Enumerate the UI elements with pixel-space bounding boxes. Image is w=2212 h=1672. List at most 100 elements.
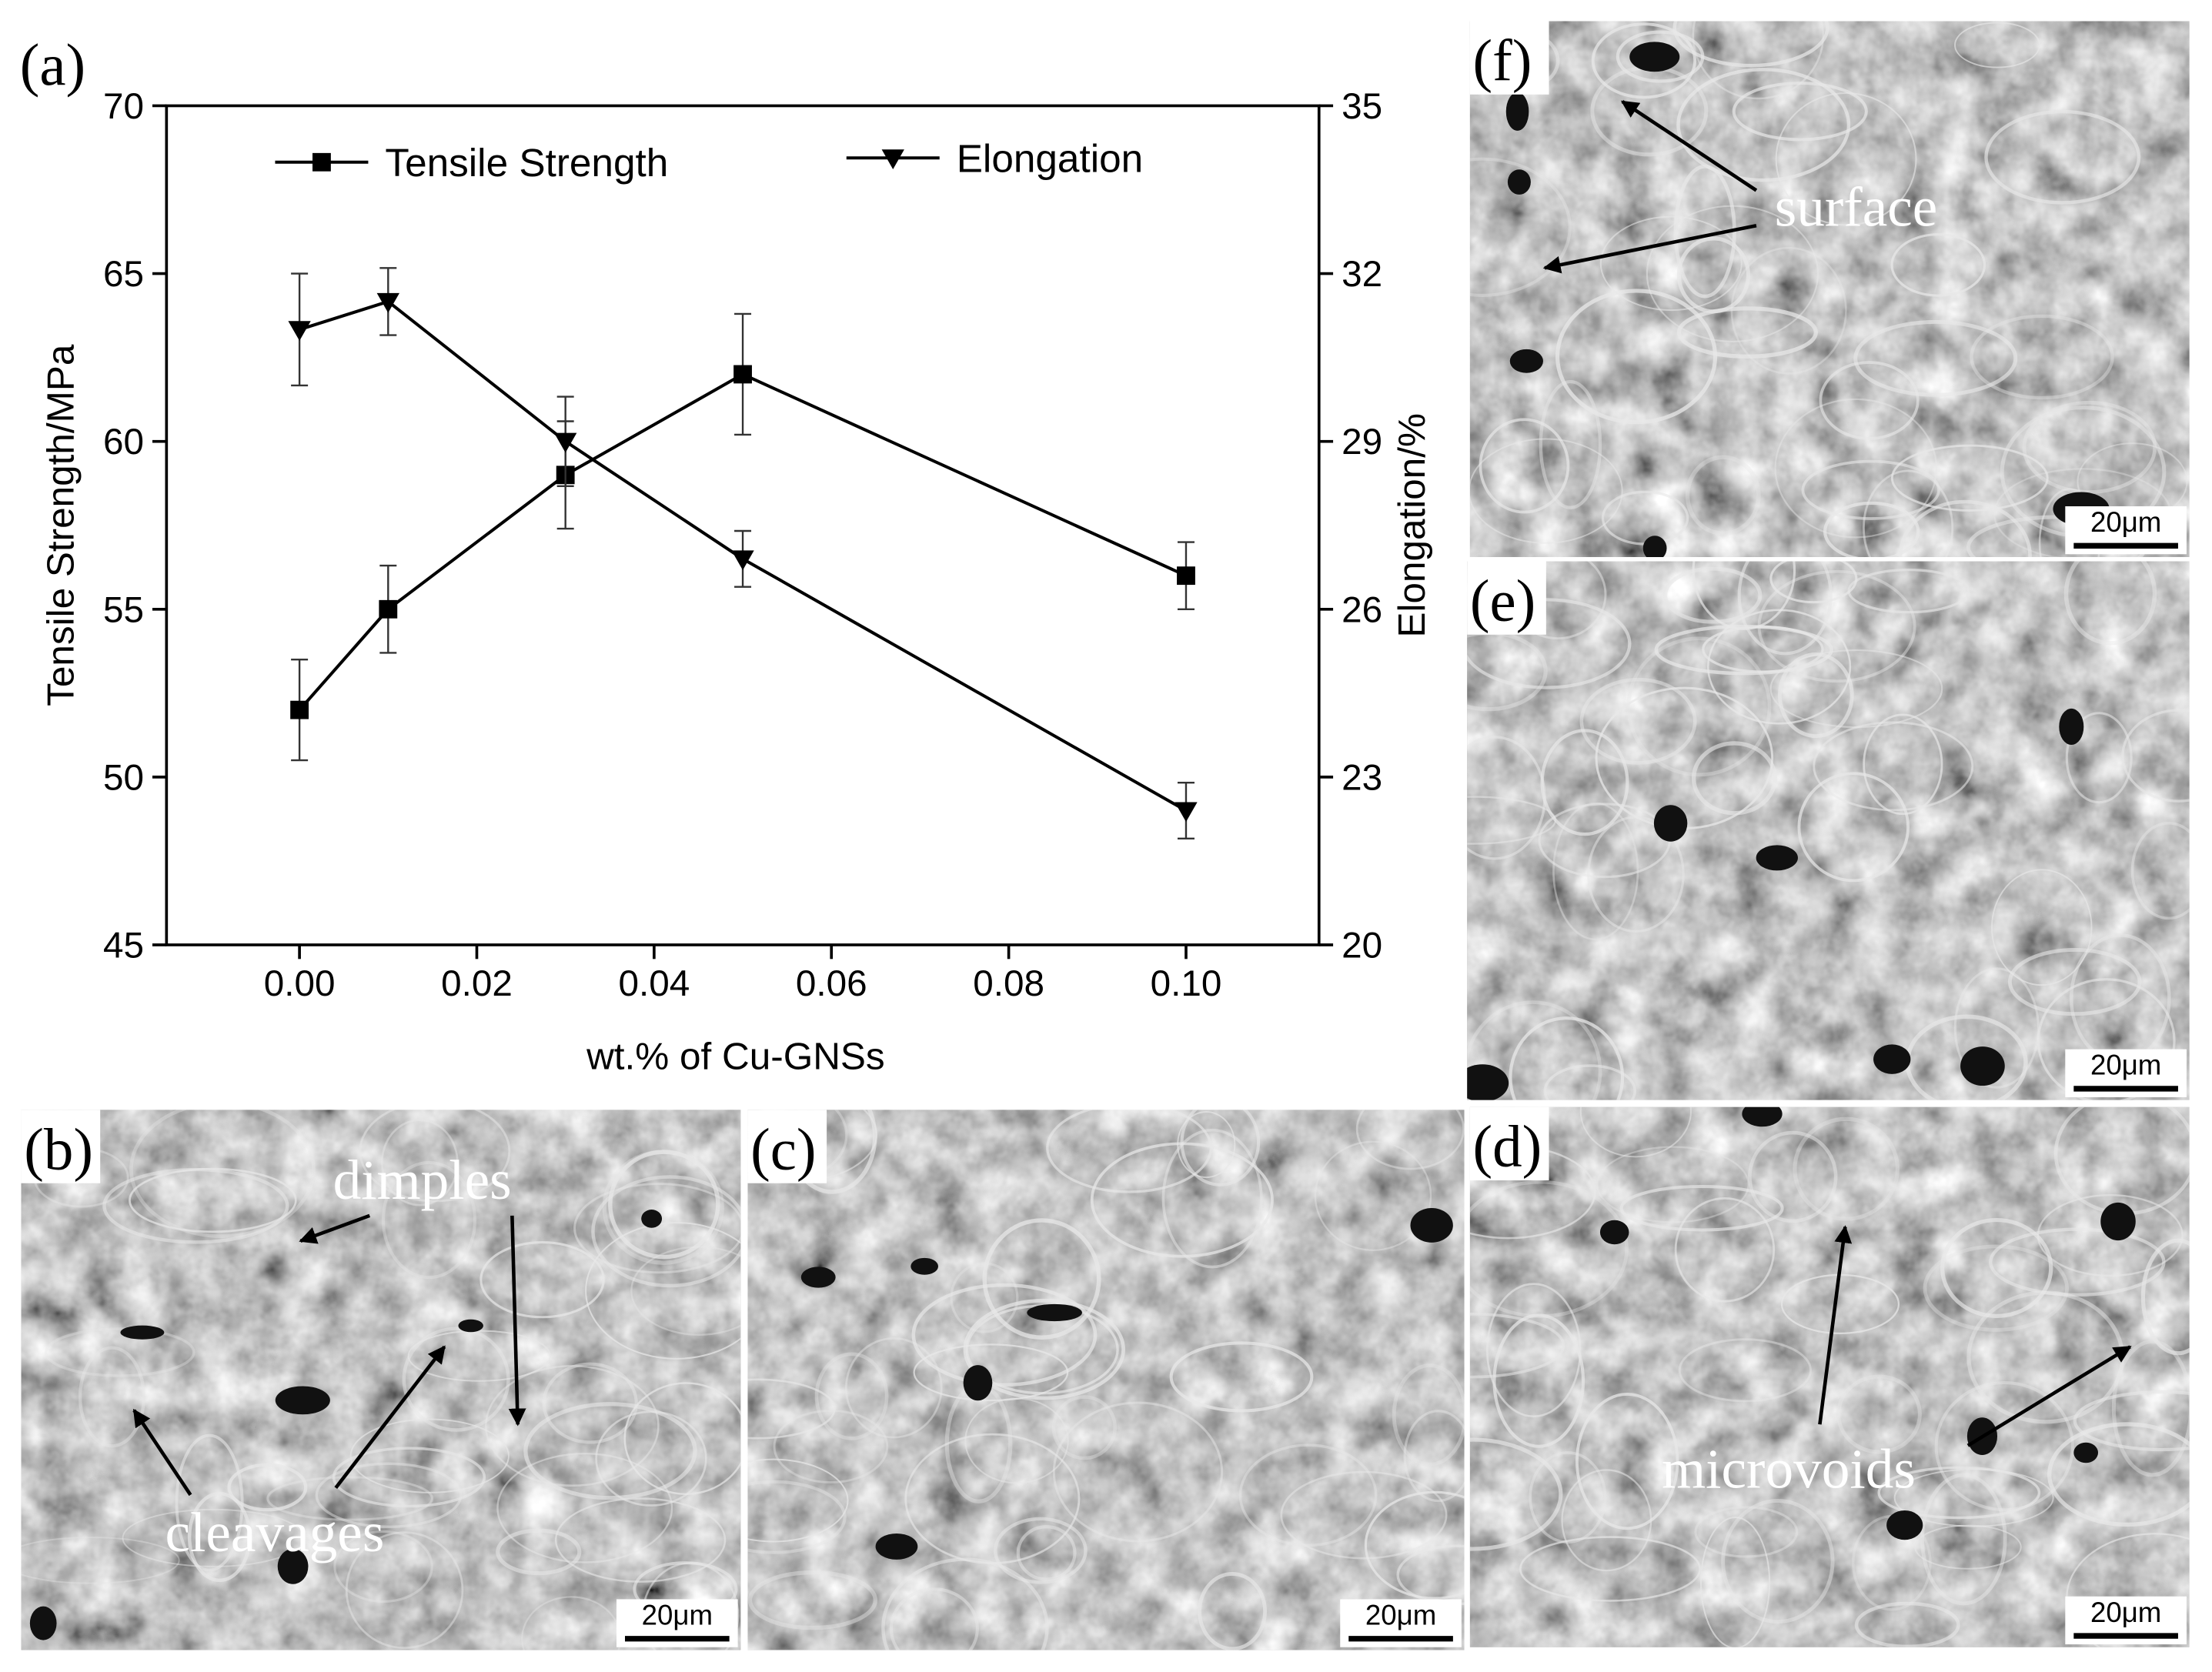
panel-label: (a) <box>20 32 85 98</box>
grain <box>349 1418 510 1493</box>
void <box>277 1548 309 1584</box>
annotation: cleavages <box>165 1501 385 1564</box>
annotation: microvoids <box>1662 1438 1916 1500</box>
void <box>458 1319 483 1333</box>
grain <box>78 1346 145 1448</box>
grain <box>1543 1064 1636 1100</box>
grain <box>1180 1110 1261 1186</box>
grain <box>1364 1490 1465 1600</box>
scale-bar-label: 20μm <box>642 1599 713 1630</box>
grain <box>1847 568 1970 614</box>
label-box <box>1467 561 1546 635</box>
grain <box>1934 1380 2074 1512</box>
grain <box>1774 398 1938 539</box>
grain <box>747 1378 836 1440</box>
grain <box>381 1119 459 1206</box>
grain <box>1198 1572 1267 1650</box>
y-tick-label: 45 <box>103 925 144 966</box>
label-box <box>747 1110 827 1183</box>
marker <box>1177 566 1195 586</box>
x-tick-label: 0.00 <box>264 963 336 1004</box>
grain <box>1654 624 1833 676</box>
grain <box>1706 609 1852 725</box>
grain <box>623 1382 741 1495</box>
grain <box>2111 1340 2190 1477</box>
grain <box>1923 1244 2070 1332</box>
void <box>875 1533 918 1560</box>
grain <box>2121 709 2190 803</box>
grain <box>1700 1517 1771 1647</box>
grain <box>1663 566 1763 624</box>
grain <box>1314 1140 1432 1251</box>
void <box>1027 1303 1082 1322</box>
grain <box>1898 499 2032 557</box>
void <box>1467 1064 1509 1100</box>
grain <box>1052 1401 1224 1543</box>
scale-bar-label: 20μm <box>2090 506 2161 538</box>
grain <box>1940 1217 2053 1318</box>
grain <box>1823 501 1920 557</box>
micrograph <box>1469 21 2190 557</box>
grain <box>1169 1341 1314 1413</box>
scale-bar-label: 20μm <box>1365 1599 1436 1630</box>
grain <box>747 1480 847 1554</box>
grain <box>1984 109 2141 205</box>
grain <box>602 1150 724 1265</box>
annotation: surface <box>1775 175 1938 238</box>
y-tick-label: 65 <box>103 254 144 295</box>
grain <box>1676 68 1851 182</box>
grain <box>994 1517 1088 1584</box>
grain <box>1161 1128 1263 1269</box>
grain <box>747 1458 849 1543</box>
grain <box>1539 379 1602 509</box>
grain <box>1797 772 1910 883</box>
grain <box>1748 1130 1838 1223</box>
grain <box>1692 21 1825 100</box>
grain <box>2130 822 2190 920</box>
arrow <box>299 1213 371 1244</box>
x-tick-label: 0.10 <box>1151 963 1222 1004</box>
label-box <box>1469 21 1549 95</box>
grain <box>266 1476 433 1521</box>
grain <box>333 1530 433 1603</box>
grain <box>1051 1395 1118 1460</box>
x-axis-title: wt.% of Cu-GNSs <box>586 1035 885 1077</box>
marker <box>288 321 311 341</box>
arrow <box>508 1215 526 1427</box>
micrograph <box>1467 561 2190 1100</box>
void <box>1629 42 1680 72</box>
micrograph <box>1469 1106 2190 1647</box>
grain <box>585 1222 741 1360</box>
grain <box>332 1447 486 1508</box>
panel-label: (e) <box>1470 567 1535 633</box>
grain <box>1991 869 2093 986</box>
grain <box>814 1352 889 1440</box>
grain <box>1280 1470 1448 1560</box>
arrow <box>1818 1225 1853 1425</box>
grain <box>1579 677 1697 765</box>
grain <box>1596 1146 1749 1223</box>
grain <box>1555 289 1718 425</box>
grain <box>844 1337 943 1439</box>
annotation: dimples <box>333 1149 512 1211</box>
grain <box>963 1298 1125 1400</box>
y2-tick-label: 23 <box>1342 757 1382 798</box>
grain <box>1561 1469 1652 1572</box>
grain <box>1694 1506 1799 1558</box>
grain <box>1469 1180 1629 1319</box>
grain <box>2065 712 2133 804</box>
grain <box>122 1508 306 1567</box>
grain <box>950 1262 1019 1333</box>
grain <box>573 1183 741 1274</box>
grain <box>1575 1393 1679 1530</box>
grain <box>1721 1499 1835 1624</box>
void <box>2059 708 2084 746</box>
void <box>1642 536 1667 557</box>
grain <box>44 1327 195 1377</box>
grain <box>1678 1338 1813 1403</box>
grain <box>102 1167 289 1244</box>
void <box>29 1606 57 1640</box>
legend-marker <box>881 149 904 169</box>
